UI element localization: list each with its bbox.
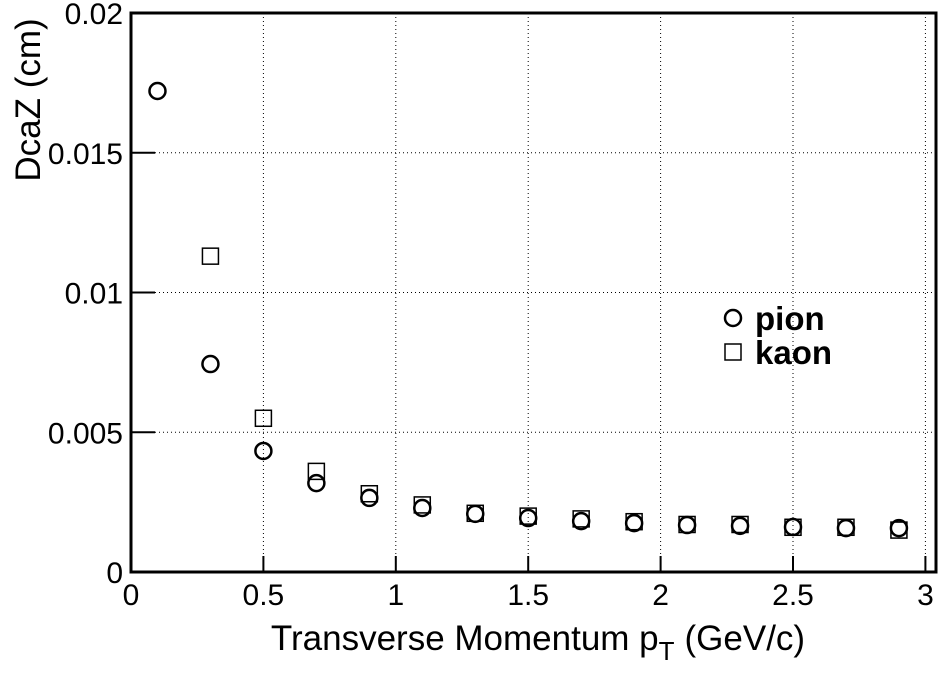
marker-square <box>572 510 590 528</box>
marker-square <box>466 504 484 523</box>
marker-square <box>307 462 326 481</box>
y-tick-label: 0 <box>106 557 123 590</box>
marker-square <box>201 247 220 265</box>
y-tick-label: 0.005 <box>48 417 123 450</box>
marker-square <box>724 343 742 361</box>
marker-square <box>890 521 908 539</box>
x-tick-label: 2 <box>652 579 669 612</box>
y-tick-label: 0.015 <box>48 138 123 171</box>
x-tick-label: 3 <box>917 579 934 612</box>
marker-circle <box>201 354 220 374</box>
marker-square <box>625 512 643 531</box>
y-tick-label: 0.01 <box>65 278 123 311</box>
x-axis-title-main: Transverse Momentum p <box>271 619 659 658</box>
x-tick-label: 1 <box>387 579 404 612</box>
marker-square <box>837 518 855 537</box>
marker-circle <box>307 473 326 493</box>
marker-square <box>731 515 749 534</box>
x-axis-title: Transverse Momentum pT (GeV/c) <box>271 619 805 666</box>
x-axis-title-subscript: T <box>659 636 675 666</box>
marker-square <box>413 496 432 514</box>
marker-circle <box>723 308 743 328</box>
x-tick-label: 2.5 <box>772 579 814 612</box>
marker-circle <box>254 441 273 461</box>
x-tick-label: 1.5 <box>507 579 549 612</box>
x-tick-label: 0 <box>123 579 140 612</box>
legend-label: kaon <box>755 334 832 371</box>
x-axis-title-suffix: (GeV/c) <box>685 619 806 658</box>
plot-frame <box>129 11 938 574</box>
marker-square <box>254 409 273 428</box>
y-tick-label: 0.02 <box>65 0 123 31</box>
marker-square <box>360 484 379 503</box>
marker-square <box>678 515 696 534</box>
x-tick-label: 0.5 <box>243 579 285 612</box>
marker-circle <box>148 81 167 101</box>
legend-label: pion <box>755 300 825 337</box>
marker-square <box>784 518 802 537</box>
y-axis-title: DcaZ (cm) <box>9 18 48 181</box>
marker-square <box>519 507 537 525</box>
